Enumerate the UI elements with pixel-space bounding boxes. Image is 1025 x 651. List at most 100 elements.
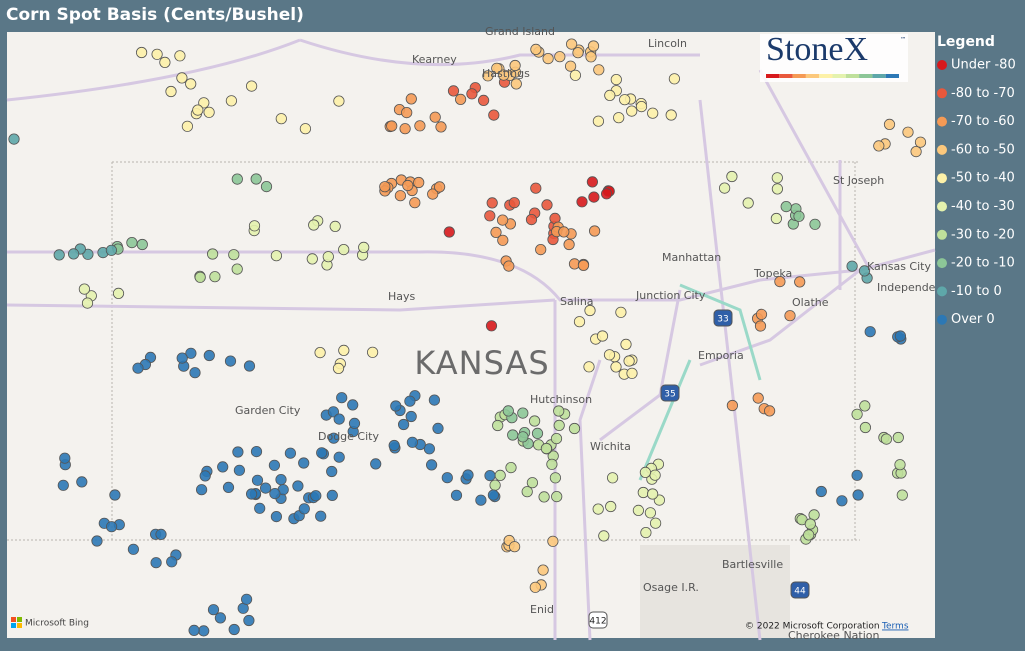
map-point[interactable] [535,244,547,256]
map-point[interactable] [185,78,197,90]
map-point[interactable] [497,234,509,246]
map-point[interactable] [568,422,581,435]
map-point[interactable] [755,308,768,320]
map-point[interactable] [394,190,406,202]
map-point[interactable] [505,461,517,474]
map-point[interactable] [159,56,171,69]
map-point[interactable] [553,419,565,431]
map-point[interactable] [308,219,320,231]
map-point[interactable] [858,265,871,277]
map-point[interactable] [649,469,661,481]
map-point[interactable] [427,188,439,200]
map-point[interactable] [254,502,266,514]
map-point[interactable] [490,226,502,238]
map-point[interactable] [165,85,177,98]
map-point[interactable] [388,439,400,452]
map-point[interactable] [588,225,601,237]
map-point[interactable] [347,399,359,411]
map-point[interactable] [726,170,738,183]
map-point[interactable] [546,458,558,470]
map-point[interactable] [572,47,584,59]
map-point[interactable] [454,93,467,106]
map-point[interactable] [547,535,559,547]
map-point[interactable] [491,62,503,74]
map-point[interactable] [525,214,538,226]
map-point[interactable] [583,361,595,373]
map-point[interactable] [188,624,200,637]
map-point[interactable] [784,310,796,322]
map-point[interactable] [53,249,65,261]
map-point[interactable] [425,459,438,471]
map-point[interactable] [406,436,418,448]
map-point[interactable] [531,427,544,439]
map-point[interactable] [151,48,163,60]
map-point[interactable] [551,490,563,503]
map-point[interactable] [423,443,435,455]
map-point[interactable] [815,485,827,498]
map-point[interactable] [443,226,455,238]
map-point[interactable] [477,94,490,107]
map-point[interactable] [914,136,927,148]
map-point[interactable] [606,472,619,484]
map-point[interactable] [665,109,677,121]
map-point[interactable] [521,486,533,498]
map-point[interactable] [209,271,221,283]
map-point[interactable] [726,399,739,412]
map-point[interactable] [199,470,211,482]
map-point[interactable] [370,458,382,470]
map-point[interactable] [326,489,338,501]
map-point[interactable] [587,40,600,52]
map-point[interactable] [298,503,310,515]
map-point[interactable] [529,581,541,593]
map-point[interactable] [316,447,328,459]
map-point[interactable] [742,197,754,209]
map-point[interactable] [763,405,776,417]
map-point[interactable] [613,112,625,124]
map-point[interactable] [326,465,338,478]
map-point[interactable] [447,85,460,97]
map-point[interactable] [530,43,542,56]
map-point[interactable] [510,78,522,90]
map-point[interactable] [399,123,411,135]
map-point[interactable] [482,70,494,82]
map-point[interactable] [314,346,326,359]
map-point[interactable] [883,118,896,131]
legend-label[interactable]: -30 to -20 [951,227,1015,242]
map-point[interactable] [836,495,848,507]
map-point[interactable] [507,429,519,441]
map-point[interactable] [329,220,341,232]
map-point[interactable] [517,407,529,419]
map-point[interactable] [405,93,417,105]
map-point[interactable] [78,283,91,295]
map-point[interactable] [649,517,662,529]
map-point[interactable] [409,197,421,209]
map-point[interactable] [485,320,498,332]
map-point[interactable] [298,457,310,469]
map-point[interactable] [484,469,496,482]
map-point[interactable] [902,126,914,138]
map-point[interactable] [639,466,652,478]
legend-label[interactable]: -10 to 0 [951,284,1002,299]
map-point[interactable] [771,183,784,195]
map-point[interactable] [306,253,318,265]
map-point[interactable] [873,140,885,152]
map-point[interactable] [260,181,273,193]
map-point[interactable] [268,459,280,471]
map-point[interactable] [635,101,648,113]
map-point[interactable] [859,421,872,434]
map-point[interactable] [166,556,178,568]
map-point[interactable] [248,220,261,232]
map-point[interactable] [503,260,515,272]
map-point[interactable] [332,362,345,374]
legend-label[interactable]: -40 to -30 [951,199,1015,214]
map-point[interactable] [333,95,345,107]
map-point[interactable] [250,173,262,185]
map-point[interactable] [189,367,201,379]
legend-label[interactable]: Over 0 [951,312,995,327]
map-point[interactable] [207,248,219,260]
legend-label[interactable]: -80 to -70 [951,86,1015,101]
map-point[interactable] [550,432,563,445]
map-point[interactable] [76,476,88,488]
map-point[interactable] [150,557,162,569]
map-point[interactable] [526,477,539,489]
